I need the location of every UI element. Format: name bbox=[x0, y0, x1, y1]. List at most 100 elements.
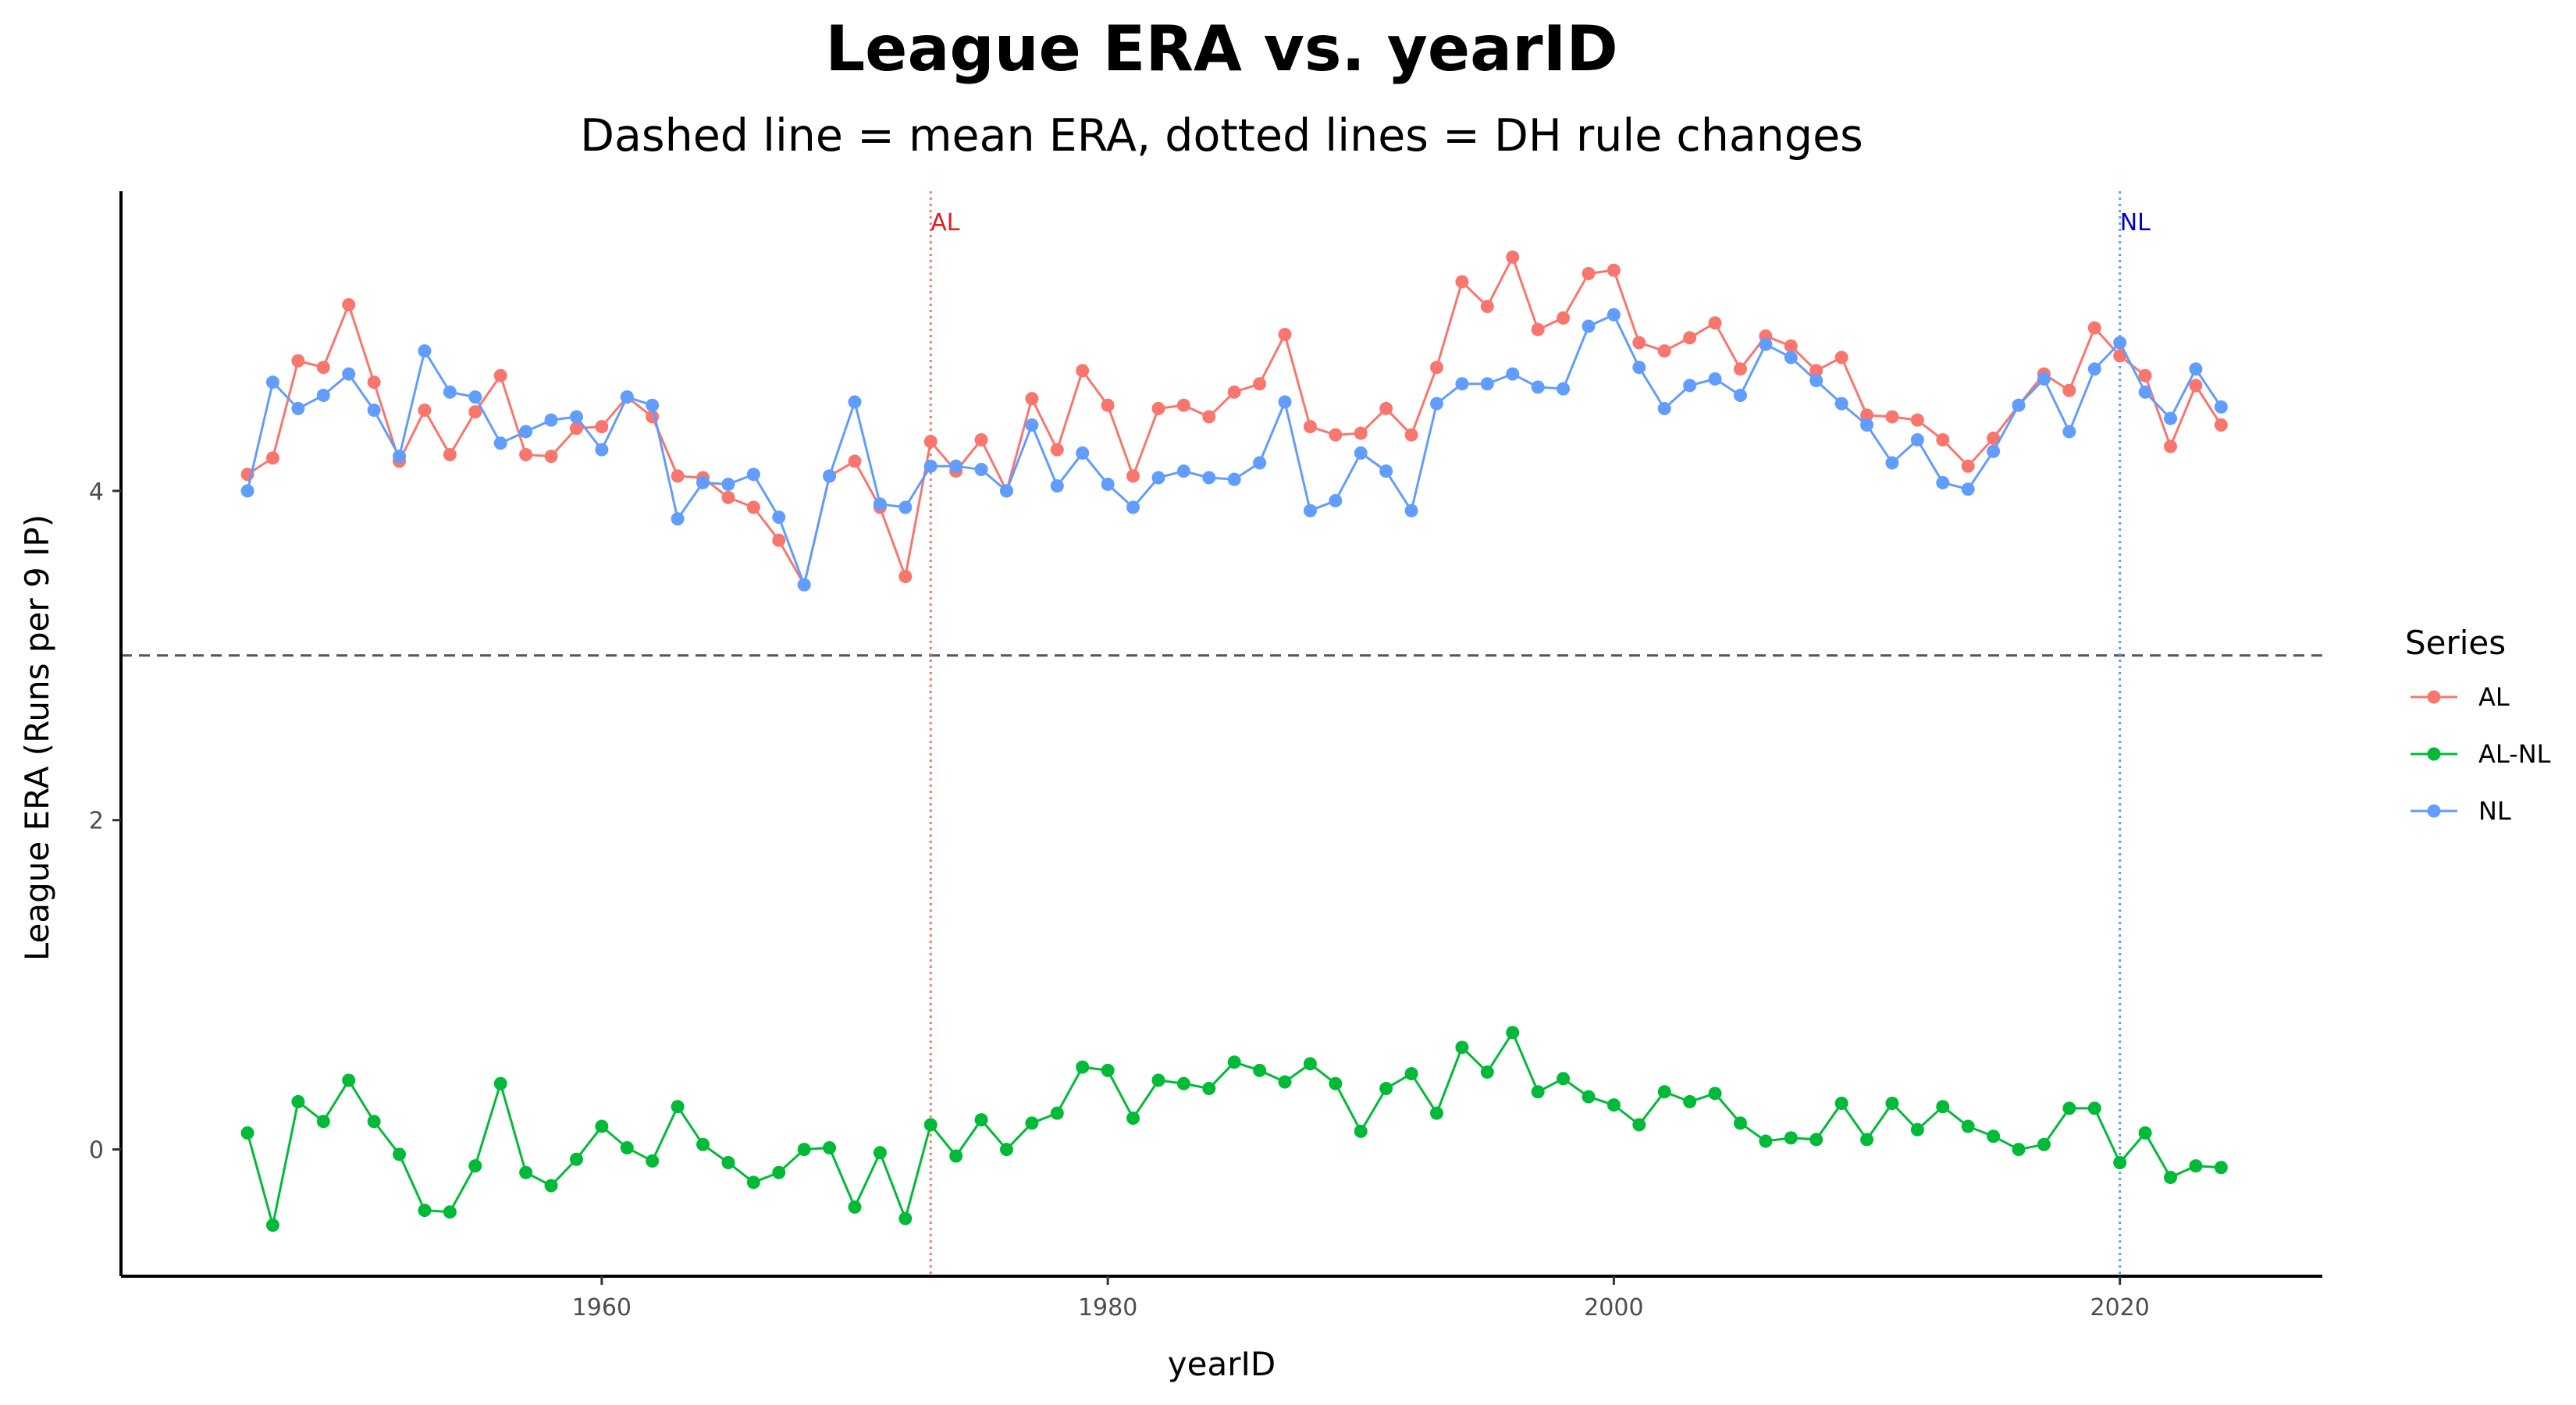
data-point-al-nl bbox=[671, 1100, 685, 1114]
data-point-al bbox=[1961, 459, 1975, 473]
data-point-al-nl bbox=[1126, 1112, 1140, 1126]
data-point-al-nl bbox=[1101, 1063, 1115, 1077]
legend-marker-al bbox=[2427, 690, 2441, 704]
data-point-al-nl bbox=[1025, 1116, 1039, 1130]
data-point-nl bbox=[342, 367, 356, 381]
data-point-al-nl bbox=[1050, 1106, 1064, 1120]
data-point-nl bbox=[468, 390, 482, 404]
data-point-al-nl bbox=[1557, 1072, 1571, 1086]
data-point-nl bbox=[1506, 367, 1520, 381]
data-point-nl bbox=[544, 413, 558, 427]
data-point-nl bbox=[1733, 389, 1747, 403]
x-tick-label: 1960 bbox=[572, 1294, 632, 1321]
data-point-al bbox=[1834, 350, 1848, 365]
data-point-al bbox=[2214, 418, 2228, 432]
data-point-al-nl bbox=[873, 1146, 887, 1160]
data-point-al-nl bbox=[1632, 1118, 1646, 1132]
data-point-al-nl bbox=[418, 1204, 432, 1218]
data-point-al-nl bbox=[721, 1155, 735, 1169]
y-tick-label: 4 bbox=[89, 478, 104, 506]
data-point-al-nl bbox=[1860, 1133, 1874, 1147]
x-tick-label: 2000 bbox=[1584, 1294, 1643, 1321]
data-point-nl bbox=[291, 401, 305, 415]
data-point-nl bbox=[1885, 456, 1899, 470]
data-point-al bbox=[1936, 432, 1950, 446]
data-point-al bbox=[544, 450, 558, 464]
data-point-al bbox=[1101, 398, 1115, 412]
data-point-al bbox=[1860, 408, 1874, 422]
data-point-nl bbox=[1354, 446, 1368, 460]
data-point-al-nl bbox=[1683, 1094, 1697, 1108]
data-point-al bbox=[367, 375, 381, 389]
data-point-nl bbox=[1151, 471, 1165, 485]
data-point-al-nl bbox=[367, 1115, 381, 1129]
data-point-nl bbox=[1202, 471, 1216, 485]
series-line-nl bbox=[246, 313, 2222, 589]
data-point-al-nl bbox=[1354, 1124, 1368, 1138]
data-point-nl bbox=[316, 389, 330, 403]
data-point-nl bbox=[2037, 372, 2051, 386]
data-point-al bbox=[1404, 428, 1418, 442]
data-point-al bbox=[1784, 339, 1798, 353]
data-point-nl bbox=[1809, 374, 1823, 388]
data-point-al-nl bbox=[544, 1179, 558, 1193]
data-point-al-nl bbox=[1733, 1116, 1747, 1130]
data-point-al bbox=[1531, 322, 1545, 336]
data-point-nl bbox=[823, 469, 837, 483]
data-point-al bbox=[595, 420, 609, 434]
legend-label-nl: NL bbox=[2478, 796, 2511, 826]
data-point-al bbox=[2164, 439, 2178, 454]
data-point-nl bbox=[1126, 500, 1140, 514]
data-point-al-nl bbox=[342, 1073, 356, 1087]
data-point-al bbox=[265, 451, 279, 465]
data-point-al-nl bbox=[999, 1143, 1013, 1157]
data-point-nl bbox=[1303, 503, 1317, 518]
data-point-al bbox=[1480, 300, 1494, 314]
data-point-al bbox=[291, 354, 305, 368]
y-axis-title: League ERA (Runs per 9 IP) bbox=[18, 514, 56, 961]
data-point-al-nl bbox=[1885, 1097, 1899, 1111]
data-point-al bbox=[1076, 364, 1090, 378]
data-point-nl bbox=[595, 443, 609, 457]
data-point-al-nl bbox=[974, 1113, 988, 1127]
data-point-nl bbox=[1632, 361, 1646, 375]
data-point-nl bbox=[1582, 319, 1596, 333]
data-point-nl bbox=[493, 436, 507, 450]
data-point-al bbox=[721, 490, 735, 504]
dh-rule-label-nl: NL bbox=[2120, 209, 2151, 237]
data-point-al-nl bbox=[746, 1176, 760, 1190]
data-point-al-nl bbox=[1708, 1087, 1722, 1101]
data-point-al-nl bbox=[1784, 1131, 1798, 1145]
data-point-al bbox=[2113, 349, 2127, 363]
data-point-al-nl bbox=[1582, 1090, 1596, 1104]
data-point-al bbox=[468, 405, 482, 419]
legend-label-al-nl: AL-NL bbox=[2478, 739, 2551, 769]
data-point-al-nl bbox=[2164, 1170, 2178, 1184]
data-point-al bbox=[316, 361, 330, 375]
data-point-nl bbox=[443, 385, 457, 399]
chart-title: League ERA vs. yearID bbox=[825, 12, 1618, 85]
data-point-al bbox=[342, 298, 356, 312]
legend-marker-al-nl bbox=[2427, 747, 2441, 761]
data-point-al bbox=[1202, 410, 1216, 424]
data-point-al-nl bbox=[1987, 1129, 2001, 1144]
data-point-al bbox=[974, 432, 988, 446]
data-point-al-nl bbox=[443, 1205, 457, 1219]
chart-subtitle: Dashed line = mean ERA, dotted lines = D… bbox=[580, 110, 1863, 162]
data-point-al-nl bbox=[1176, 1076, 1190, 1090]
data-point-al-nl bbox=[1606, 1098, 1621, 1112]
data-point-nl bbox=[1076, 446, 1090, 460]
data-point-nl bbox=[1531, 380, 1545, 394]
data-point-al bbox=[1708, 316, 1722, 330]
data-point-al-nl bbox=[519, 1165, 533, 1179]
data-point-al bbox=[1329, 428, 1343, 442]
data-point-nl bbox=[848, 395, 862, 409]
data-point-al-nl bbox=[1202, 1082, 1216, 1096]
data-point-al bbox=[1227, 385, 1241, 399]
data-point-nl bbox=[2087, 362, 2101, 376]
data-point-al-nl bbox=[1936, 1100, 1950, 1114]
data-point-al-nl bbox=[2138, 1126, 2152, 1140]
data-point-al bbox=[848, 454, 862, 468]
data-point-al-nl bbox=[1759, 1134, 1773, 1148]
series-line-al bbox=[247, 254, 2222, 589]
